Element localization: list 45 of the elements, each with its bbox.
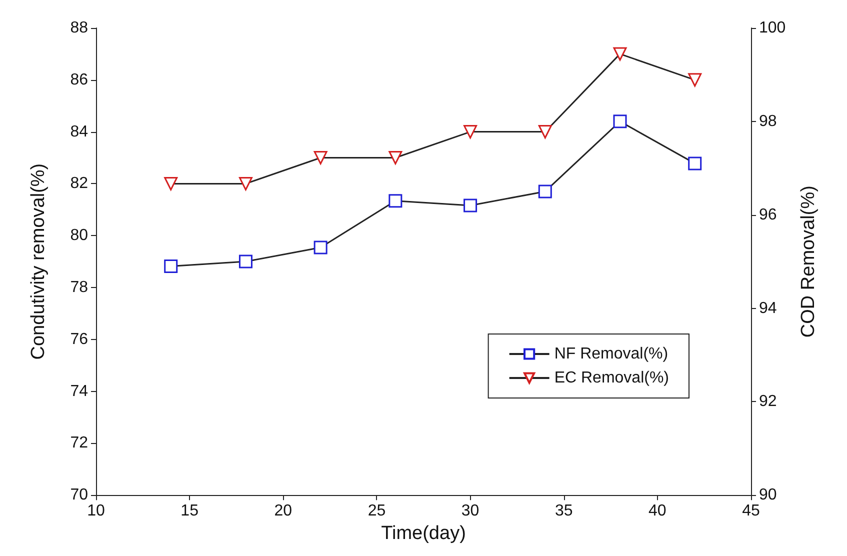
- x-axis-title: Time(day): [381, 523, 466, 544]
- y2-tick-label: 94: [759, 300, 777, 317]
- point: [164, 176, 178, 190]
- y-axis-title: Condutivity removal(%): [28, 163, 49, 360]
- point: [464, 198, 478, 212]
- x-tick-label: 45: [742, 502, 760, 520]
- x-tick-label: 20: [274, 502, 292, 520]
- x-tick-label: 40: [648, 502, 666, 520]
- point: [388, 194, 402, 208]
- point: [613, 47, 627, 61]
- point: [613, 114, 627, 128]
- point: [464, 125, 478, 139]
- x-tick-label: 25: [368, 502, 386, 520]
- point: [688, 156, 702, 170]
- y2-tick-label: 90: [759, 486, 777, 504]
- point: [314, 240, 328, 254]
- y2-axis-title: COD Removal(%): [798, 186, 819, 338]
- legend-label: EC Removal(%): [554, 370, 669, 386]
- y-tick-label: 74: [70, 382, 88, 400]
- point: [164, 259, 178, 273]
- y-tick-label: 88: [70, 20, 88, 36]
- y2-tick-label: 100: [759, 20, 786, 36]
- y-tick-label: 86: [70, 71, 88, 88]
- point: [388, 151, 402, 164]
- y2-tick-label: 96: [759, 206, 777, 224]
- point: [238, 176, 252, 190]
- y-tick-label: 78: [70, 279, 88, 296]
- x-tick-label: 15: [180, 502, 199, 520]
- point: [538, 184, 552, 198]
- y-tick-label: 76: [70, 330, 88, 348]
- x-tick-label: 35: [554, 502, 573, 520]
- y-tick-label: 84: [70, 123, 88, 140]
- legend-label: NF Removal(%): [554, 346, 668, 362]
- y-tick-label: 80: [70, 227, 88, 244]
- y-tick-label: 70: [70, 486, 88, 504]
- point: [538, 125, 552, 139]
- x-tick-label: 30: [461, 502, 480, 520]
- y-tick-label: 72: [70, 434, 88, 452]
- point: [314, 151, 328, 164]
- y2-tick-label: 92: [759, 393, 777, 410]
- point: [238, 254, 252, 268]
- point: [688, 73, 702, 87]
- y2-tick-label: 98: [759, 112, 777, 130]
- x-tick-label: 10: [87, 502, 105, 520]
- y-tick-label: 82: [70, 175, 88, 192]
